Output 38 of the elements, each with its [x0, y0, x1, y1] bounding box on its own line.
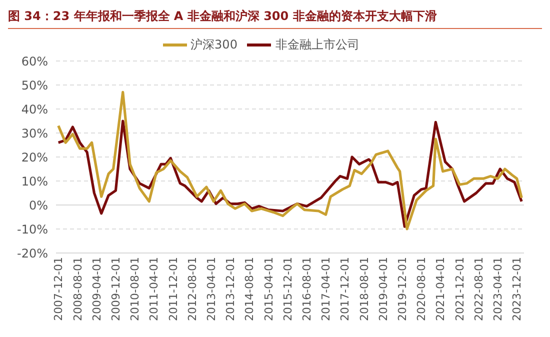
y-tick-label: 0%: [28, 198, 48, 212]
chart-title: 图 34：23 年年报和一季报全 A 非金融和沪深 300 非金融的资本开支大幅下滑: [8, 8, 542, 29]
x-tick-label: 2023-04-01: [492, 257, 505, 321]
x-tick-label: 2017-12-01: [338, 257, 352, 321]
x-tick-label: 2015-04-01: [262, 257, 276, 321]
x-tick-label: 2013-12-01: [224, 257, 238, 321]
y-tick-label: 20%: [21, 150, 48, 164]
x-tick-label: 2015-12-01: [281, 257, 294, 321]
x-tick-label: 2013-04-01: [205, 257, 218, 321]
x-tick-label: 2010-08-01: [128, 257, 142, 321]
x-tick-label: 2012-08-01: [186, 257, 199, 321]
y-tick-label: 10%: [21, 174, 48, 188]
x-tick-label: 2021-12-01: [453, 257, 466, 321]
x-tick-label: 2020-08-01: [415, 257, 428, 321]
y-tick-label: 60%: [21, 54, 48, 68]
x-tick-label: 2018-08-01: [358, 257, 371, 321]
x-tick-label: 2016-08-01: [300, 257, 314, 321]
x-tick-label: 2009-12-01: [110, 257, 123, 321]
y-tick-label: 40%: [21, 102, 48, 116]
x-tick-label: 2009-04-01: [90, 257, 104, 321]
x-tick-label: 2014-08-01: [243, 257, 256, 321]
x-tick-label: 2019-04-01: [376, 257, 390, 321]
y-tick-label: -10%: [16, 222, 48, 236]
x-tick-label: 2022-08-01: [472, 257, 486, 321]
y-tick-label: 30%: [21, 126, 48, 140]
x-tick-label: 2017-04-01: [320, 257, 333, 321]
line-series: [57, 90, 523, 230]
x-tick-label: 2019-12-01: [396, 257, 410, 321]
x-tick-label: 2008-08-01: [71, 257, 84, 321]
x-tick-label: 2007-12-01: [52, 257, 66, 321]
y-tick-label: 50%: [21, 78, 48, 92]
legend-label: 非金融上市公司: [275, 37, 360, 52]
x-tick-label: 2011-12-01: [166, 257, 180, 321]
x-tick-label: 2023-12-01: [510, 257, 524, 321]
legend-label: 沪深300: [190, 37, 238, 52]
x-tick-label: 2021-04-01: [434, 257, 448, 321]
x-tick-label: 2011-04-01: [148, 257, 161, 321]
y-tick-label: -20%: [16, 246, 48, 260]
